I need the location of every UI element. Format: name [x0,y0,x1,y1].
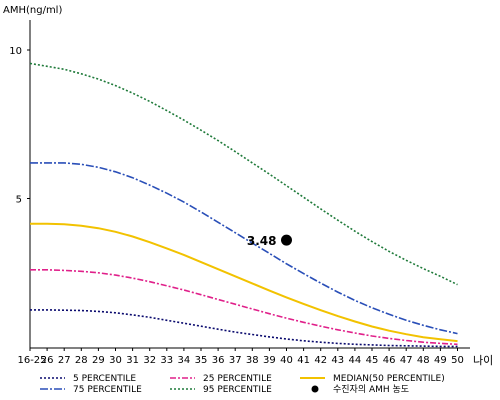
legend: 5 PERCENTILE 25 PERCENTILE MEDIAN(50 PERCE… [40,374,445,395]
x-tick-label: 48 [417,355,430,366]
x-tick-label: 31 [126,355,139,366]
y-tick-label: 10 [9,46,22,57]
x-tick-label: 29 [92,355,105,366]
x-tick-label: 35 [195,355,208,366]
x-tick-label: 47 [400,355,413,366]
patient-amh-value-label: 3.48 [247,234,277,248]
axes [29,20,470,349]
x-tick-label: 34 [178,355,191,366]
y-tick-label: 5 [16,195,22,206]
x-tick-label: 45 [366,355,379,366]
x-tick-label: 41 [297,355,310,366]
x-axis-label: 나이 [473,354,493,367]
series-lines [29,62,458,348]
x-tick-label: 38 [246,355,259,366]
x-tick-label: 27 [58,355,71,366]
x-tick-label: 42 [314,355,327,366]
x-tick-label: 26 [41,355,54,366]
x-tick-label: 39 [263,355,276,366]
x-tick-label: 50 [451,355,464,366]
patient-point: 3.48 [247,234,292,248]
x-tick-label: 33 [160,355,173,366]
x-tick-label: 30 [109,355,122,366]
legend-point-marker [311,385,319,393]
x-tick-label: 36 [212,355,225,366]
x-tick-label: 40 [280,355,293,366]
series-line [30,268,458,346]
legend-label: 수진자의 AMH 농도 [333,384,409,395]
x-tick-label: 37 [229,355,242,366]
y-ticks: 5 10 [9,46,30,206]
x-tick-label: 16-25 [17,355,46,366]
legend-label: 25 PERCENTILE [203,374,272,384]
patient-amh-point [281,234,292,246]
y-axis-label: AMH(ng/ml) [3,5,62,16]
x-tick-label: 49 [434,355,447,366]
legend-label: 5 PERCENTILE [73,374,136,384]
x-tick-label: 32 [143,355,156,366]
series-line [29,62,458,286]
legend-label: 95 PERCENTILE [203,385,272,395]
x-tick-label: 28 [75,355,88,366]
legend-label: MEDIAN(50 PERCENTILE) [333,374,445,384]
series-line [30,162,458,335]
x-tick-label: 43 [331,355,344,366]
x-tick-label: 44 [349,355,362,366]
legend-label: 75 PERCENTILE [73,385,142,395]
series-line [30,222,458,343]
x-tick-label: 46 [383,355,396,366]
